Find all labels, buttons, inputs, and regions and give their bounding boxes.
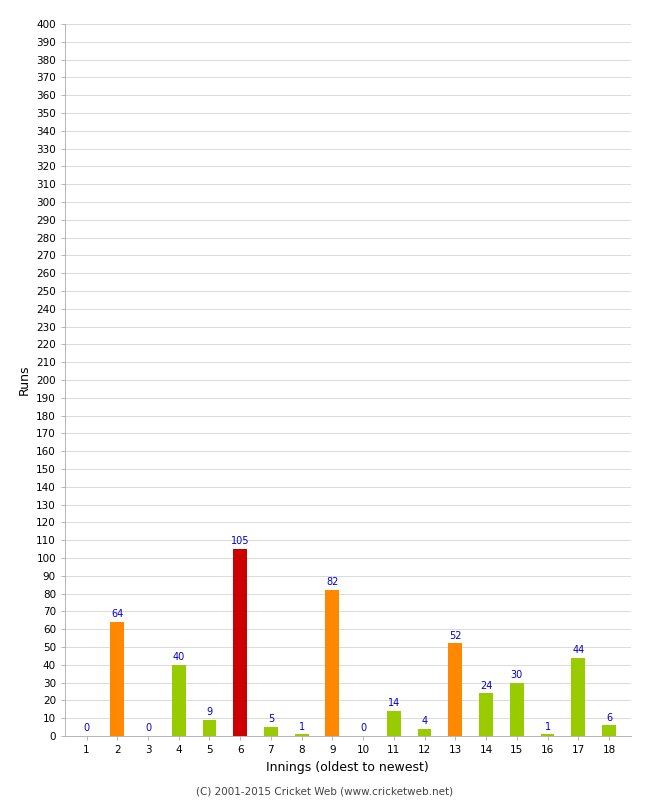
Text: (C) 2001-2015 Cricket Web (www.cricketweb.net): (C) 2001-2015 Cricket Web (www.cricketwe… [196, 786, 454, 796]
Text: 9: 9 [207, 707, 213, 718]
Bar [326, 590, 339, 736]
Text: 64: 64 [111, 610, 124, 619]
Text: 4: 4 [421, 716, 428, 726]
Text: 44: 44 [572, 645, 584, 655]
Bar [541, 734, 554, 736]
Text: 1: 1 [545, 722, 551, 731]
Text: 0: 0 [145, 723, 151, 734]
Text: 0: 0 [360, 723, 366, 734]
Text: 30: 30 [511, 670, 523, 680]
Bar [203, 720, 216, 736]
Bar [510, 682, 524, 736]
Bar [264, 727, 278, 736]
Text: 105: 105 [231, 537, 250, 546]
Bar [448, 643, 462, 736]
Bar [387, 711, 401, 736]
Text: 5: 5 [268, 714, 274, 725]
Bar [602, 726, 616, 736]
Text: 0: 0 [83, 723, 90, 734]
Bar [294, 734, 309, 736]
Text: 1: 1 [298, 722, 305, 731]
Y-axis label: Runs: Runs [18, 365, 31, 395]
Text: 82: 82 [326, 578, 339, 587]
Text: 40: 40 [173, 652, 185, 662]
Bar [571, 658, 585, 736]
Text: 6: 6 [606, 713, 612, 722]
Bar [479, 694, 493, 736]
Bar [111, 622, 124, 736]
Text: 52: 52 [449, 630, 462, 641]
Text: 14: 14 [388, 698, 400, 709]
Bar [172, 665, 186, 736]
Bar [418, 729, 432, 736]
Text: 24: 24 [480, 681, 492, 690]
Bar [233, 549, 247, 736]
X-axis label: Innings (oldest to newest): Innings (oldest to newest) [266, 761, 429, 774]
